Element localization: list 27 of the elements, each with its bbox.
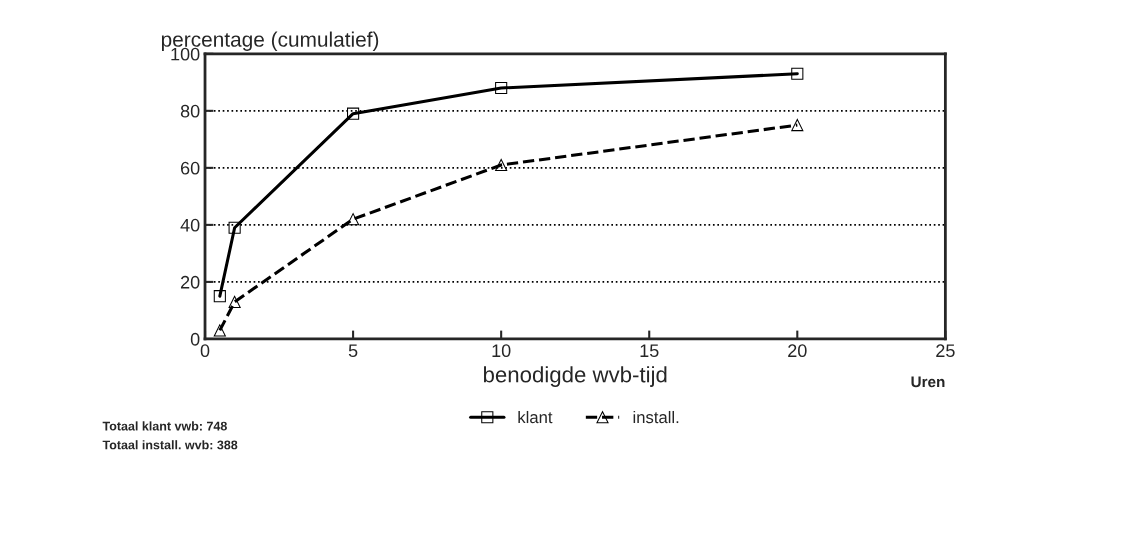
y-tick-label: 0	[190, 332, 200, 346]
text: Totaal install. wvb: 388	[102, 440, 238, 450]
point	[347, 213, 360, 226]
point	[495, 81, 508, 95]
point	[347, 107, 360, 120]
text: Uren	[911, 376, 945, 388]
x-tick-label: 5	[348, 344, 358, 358]
point	[213, 324, 226, 337]
point	[791, 119, 804, 132]
legend-label: klant	[518, 410, 553, 424]
point	[495, 158, 508, 172]
y-tick-label: 80	[180, 104, 200, 118]
x-axis-title: benodigde wvb-tijd	[483, 366, 667, 387]
x-tick-label: 15	[640, 344, 659, 358]
point	[228, 295, 241, 308]
y-tick-label: 40	[180, 218, 200, 232]
point	[213, 290, 226, 303]
x-tick-label: 20	[788, 344, 807, 358]
text: Totaal klant vwb: 748	[102, 421, 227, 431]
point	[791, 67, 804, 80]
x-tick-label: 0	[200, 344, 210, 358]
point	[228, 221, 241, 234]
x-tick-label: 10	[492, 344, 511, 358]
y-tick-label: 60	[180, 161, 200, 175]
legend-label: install.	[633, 410, 679, 424]
x-tick-label: 25	[936, 344, 955, 358]
y-tick-label: 20	[180, 275, 200, 289]
